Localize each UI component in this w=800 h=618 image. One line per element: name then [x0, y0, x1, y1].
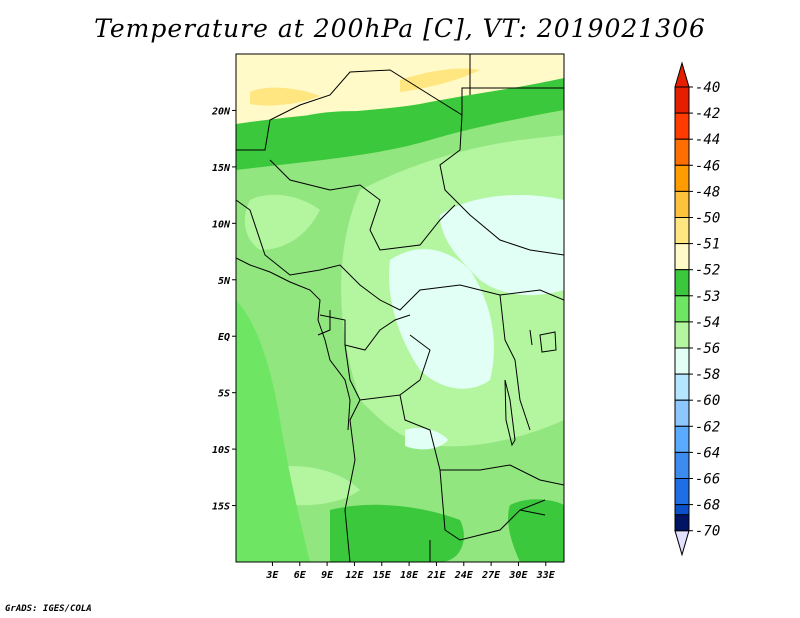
colorbar-label: -42: [695, 106, 720, 122]
colorbar-segment: [674, 399, 690, 427]
lat-tick-label: 5S: [218, 389, 230, 400]
lat-tick-label: 5N: [218, 276, 231, 287]
colorbar-label: -54: [695, 315, 720, 331]
colorbar-segment: [674, 112, 690, 140]
colorbar-segment: [674, 269, 690, 297]
colorbar-legend: -40 -42 -44 -46 -48 -50 -51 -52 -53 -54 -56 -58 -60 -…: [674, 61, 720, 557]
lon-tick-label: 15E: [373, 570, 392, 581]
lon-tick-label: 18E: [400, 570, 419, 581]
colorbar-label: -70: [695, 524, 720, 540]
colorbar-segment: [674, 138, 690, 166]
lon-tick-label: 3E: [265, 570, 279, 581]
colorbar-segment: [674, 86, 690, 114]
lat-tick-label: 20N: [211, 106, 231, 117]
map-title: Temperature at 200hPa [C], VT: 201902130…: [94, 14, 706, 43]
contour-lightgreen-54-west: [244, 194, 320, 250]
lat-tick-label: 15N: [212, 163, 231, 174]
contour-green-53-coast: [236, 300, 310, 562]
coastline: [236, 257, 351, 431]
lon-tick-label: 30E: [508, 570, 528, 581]
lon-tick-label: 9E: [321, 570, 334, 581]
latitude-axis: 20N 15N 10N 5N EQ 5S 10S 15S: [211, 106, 236, 513]
colorbar-segment: [674, 425, 690, 453]
colorbar-segment: [674, 164, 690, 192]
colorbar-label: -62: [695, 419, 720, 435]
colorbar-segment: [674, 478, 690, 506]
colorbar-label: -68: [695, 498, 720, 514]
contour-yellow-50-north-b: [400, 68, 480, 92]
colorbar-label: -52: [695, 263, 720, 279]
contour-cyan-56-east: [440, 195, 564, 296]
colorbar-segment: [674, 373, 690, 401]
colorbar-label: -44: [695, 132, 720, 148]
temperature-field: [236, 54, 564, 562]
lon-tick-label: 33E: [536, 570, 556, 581]
colorbar-label: -66: [695, 472, 720, 488]
colorbar-segment: [674, 295, 690, 323]
colorbar-label: -58: [695, 367, 720, 383]
colorbar-bottom-arrow: [674, 530, 690, 557]
lon-tick-label: 21E: [426, 570, 446, 581]
contour-cyan-56-south: [405, 428, 448, 450]
lon-tick-label: 12E: [345, 570, 364, 581]
colorbar-label: -51: [695, 237, 720, 253]
contour-green-52-se: [508, 499, 564, 562]
contour-cyan-56-center: [389, 249, 494, 389]
lakes: [504, 329, 557, 516]
colorbar-label: -50: [695, 211, 720, 227]
lon-tick-label: 6E: [294, 570, 307, 581]
colorbar-label: -64: [695, 445, 720, 461]
lat-tick-label: EQ: [218, 332, 230, 343]
colorbar-label: -60: [695, 393, 720, 409]
colorbar-label: -46: [695, 158, 720, 174]
grads-credit: GrADS: IGES/COLA: [5, 604, 92, 614]
longitude-axis: 3E 6E 9E 12E 15E 18E 21E 24E 27E 30E 33E: [265, 562, 556, 581]
colorbar-label: -40: [695, 80, 720, 96]
colorbar-label: -56: [695, 341, 720, 357]
colorbar-segment: [674, 217, 690, 245]
contour-yellow-50-north: [250, 87, 320, 106]
contour-green-52-band: [290, 111, 400, 133]
colorbar-top-arrow: [674, 61, 690, 88]
country-borders: [236, 54, 564, 562]
map-frame: [235, 53, 565, 563]
lat-tick-label: 10S: [212, 445, 230, 456]
lat-tick-label: 10N: [212, 219, 231, 230]
colorbar-segment: [674, 347, 690, 375]
colorbar-last-segment: [674, 514, 690, 532]
colorbar-segment: [674, 451, 690, 479]
colorbar-segment: [674, 190, 690, 218]
colorbar-label: -53: [695, 289, 720, 305]
lon-tick-label: 24E: [454, 570, 474, 581]
colorbar-segment: [674, 321, 690, 349]
lat-tick-label: 15S: [212, 502, 230, 513]
colorbar-segment: [674, 243, 690, 271]
lon-tick-label: 27E: [481, 570, 501, 581]
colorbar-label: -48: [695, 184, 720, 200]
